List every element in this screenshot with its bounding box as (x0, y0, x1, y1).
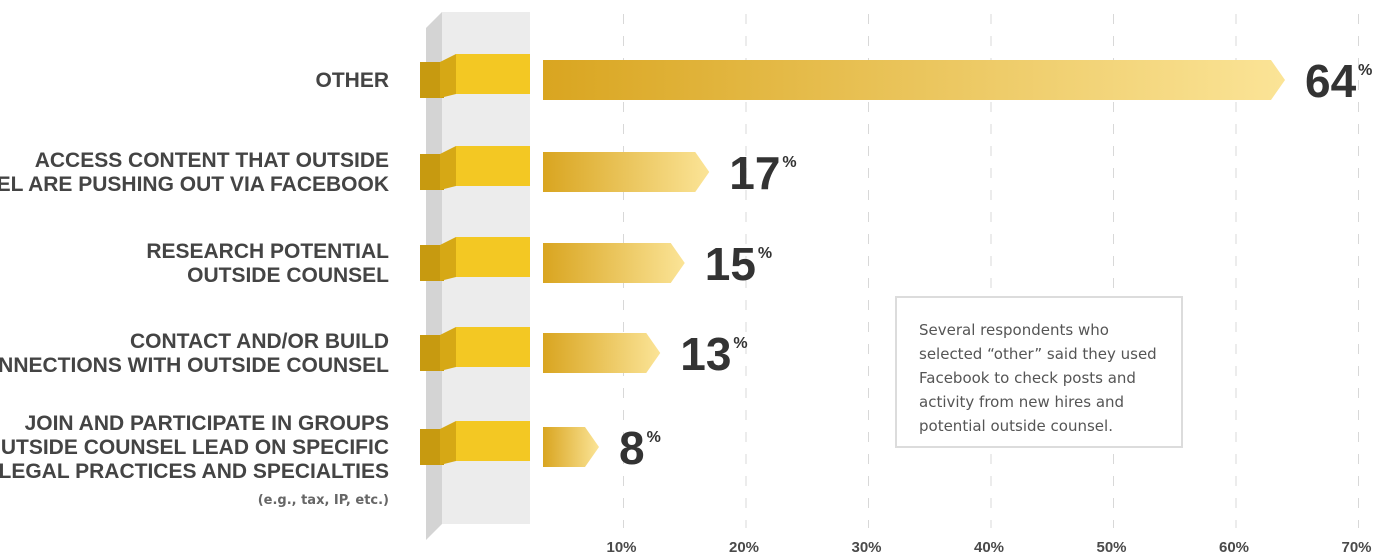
category-label: THAT OUTSIDE COUNSEL LEAD ON SPECIFIC (0, 436, 389, 459)
x-tick-label: 20% (729, 539, 759, 556)
category-labels: OTHER ACCESS CONTENT THAT OUTSIDECOUNSEL … (0, 69, 389, 508)
category-label: JOIN AND PARTICIPATE IN GROUPS (25, 412, 389, 435)
bar-column-segment (456, 54, 530, 94)
bar-column-segment (456, 146, 530, 186)
bar-column-segment (456, 421, 530, 461)
category-label: COUNSEL ARE PUSHING OUT VIA FACEBOOK (0, 173, 389, 196)
value-label: 17% (729, 147, 796, 199)
category-label: LEGAL PRACTICES AND SPECIALTIES (0, 460, 389, 483)
bar-fold (440, 421, 456, 465)
category-note: (e.g., tax, IP, etc.) (258, 493, 389, 508)
bar-fold (440, 54, 456, 98)
x-axis-ticks: 10% 20% 30% 40% 50% 60% 70% (606, 539, 1371, 556)
x-tick-label: 40% (974, 539, 1004, 556)
bar-fold (440, 237, 456, 281)
x-tick-label: 50% (1096, 539, 1126, 556)
bar (543, 152, 710, 192)
bar (543, 333, 661, 373)
bar (543, 243, 685, 283)
category-label: CONNECTIONS WITH OUTSIDE COUNSEL (0, 354, 389, 377)
x-tick-label: 30% (851, 539, 881, 556)
annotation-box: Several respondents who selected “other”… (895, 296, 1183, 448)
bar-fold (440, 146, 456, 190)
value-labels: 64 % 17 % 15 % 13 % 8% (619, 55, 1372, 474)
category-label: RESEARCH POTENTIAL (146, 240, 389, 263)
category-label: OTHER (316, 69, 390, 92)
category-label: OUTSIDE COUNSEL (187, 264, 389, 287)
annotation-text: Several respondents who selected “other”… (919, 321, 1157, 435)
category-label: CONTACT AND/OR BUILD (130, 330, 389, 353)
bar-column-segment (456, 327, 530, 367)
x-tick-label: 70% (1341, 539, 1371, 556)
bar (543, 60, 1285, 100)
value-label: 13% (680, 328, 747, 380)
x-tick-label: 60% (1219, 539, 1249, 556)
bar-fold (440, 327, 456, 371)
x-tick-label: 10% (606, 539, 636, 556)
bars (420, 54, 1285, 467)
value-label: 15% (705, 238, 772, 290)
value-label: 8% (619, 422, 661, 474)
category-label: ACCESS CONTENT THAT OUTSIDE (35, 149, 389, 172)
bar (543, 427, 599, 467)
value-label: 64% (1305, 55, 1372, 107)
bar-column-segment (456, 237, 530, 277)
